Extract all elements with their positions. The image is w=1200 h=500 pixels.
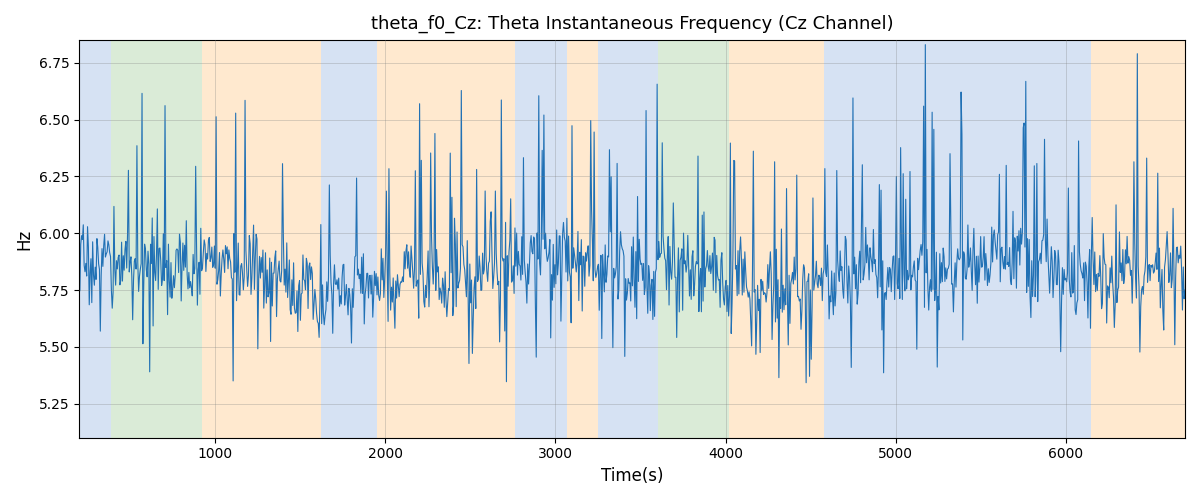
Bar — [728, 40, 824, 438]
Bar — [1092, 40, 1186, 438]
Bar — [202, 40, 320, 438]
Bar — [112, 40, 202, 438]
Bar — [824, 40, 1092, 438]
Bar — [79, 40, 112, 438]
Bar — [598, 40, 658, 438]
Bar — [568, 40, 598, 438]
Bar — [515, 40, 568, 438]
Bar — [658, 40, 728, 438]
Bar — [377, 40, 515, 438]
Title: theta_f0_Cz: Theta Instantaneous Frequency (Cz Channel): theta_f0_Cz: Theta Instantaneous Frequen… — [371, 15, 893, 34]
Y-axis label: Hz: Hz — [14, 228, 32, 250]
X-axis label: Time(s): Time(s) — [601, 467, 664, 485]
Bar — [320, 40, 377, 438]
